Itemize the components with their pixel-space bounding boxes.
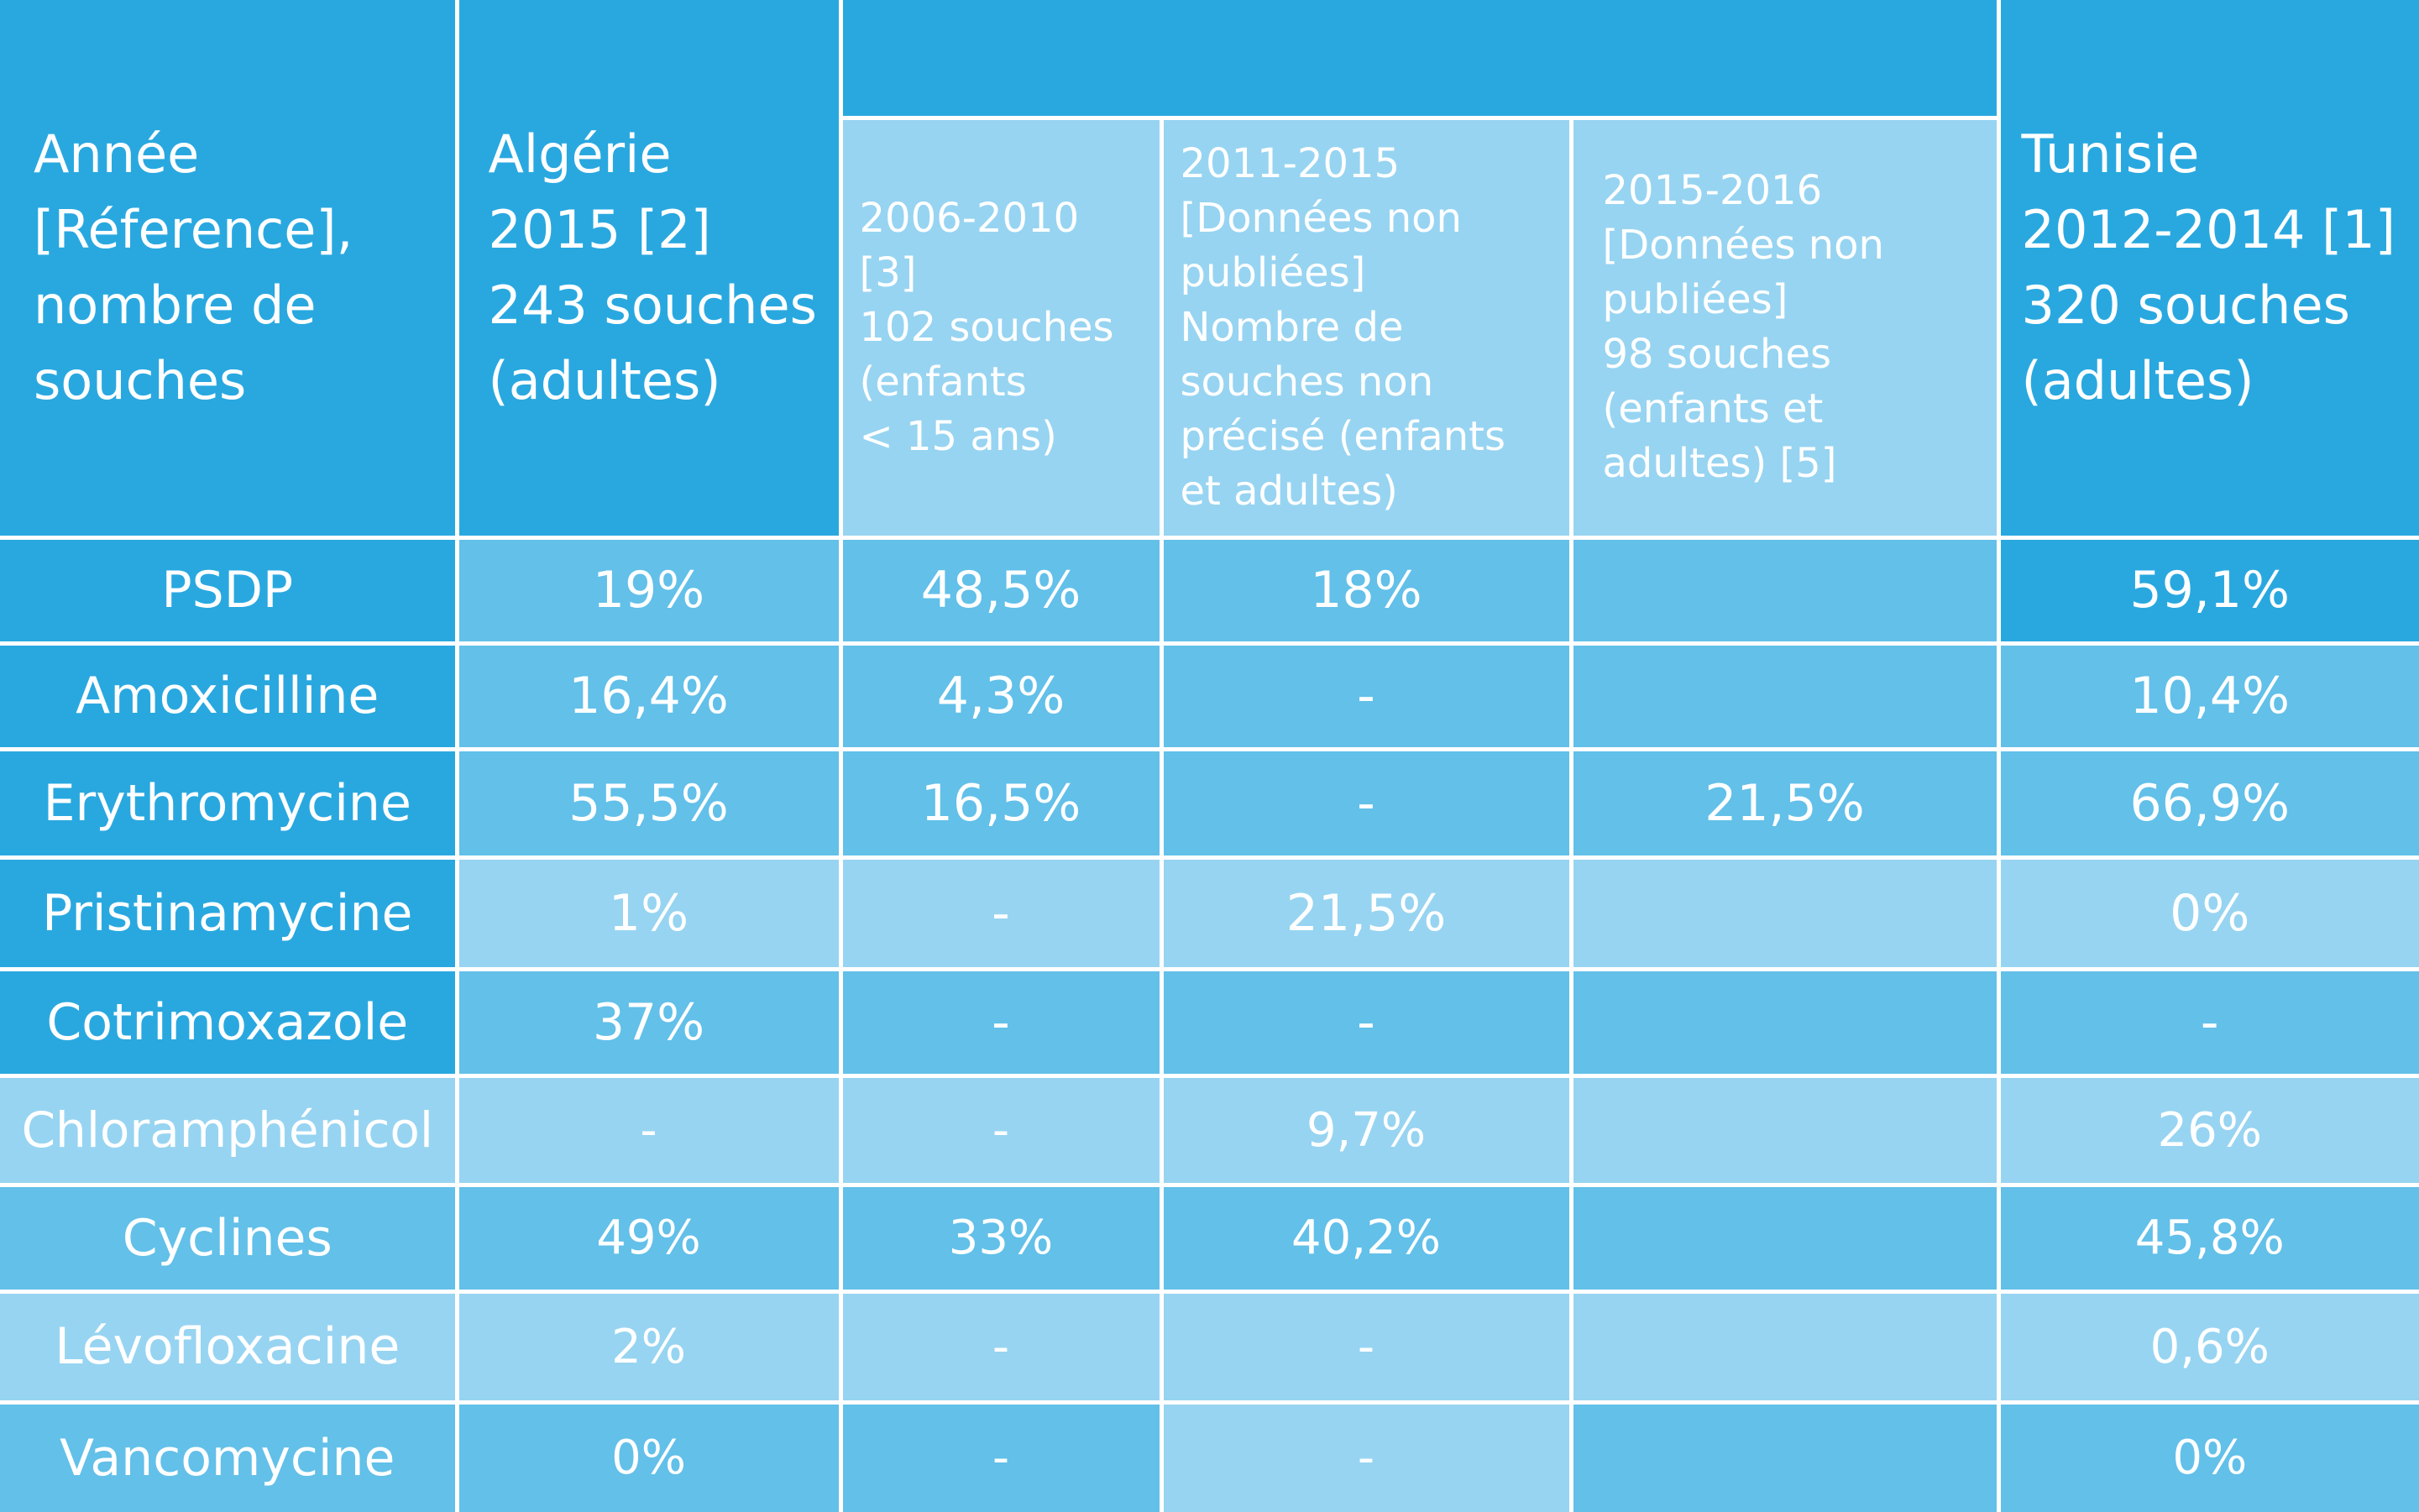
header-line: Année [34,123,200,185]
header-line: 2011-2015 [1180,139,1401,187]
table-cell [1573,1404,1997,1512]
header-line: adultes) [5] [1602,440,1837,487]
table-cell: 10,4% [2000,645,2419,747]
header-algeria: Algérie 2015 [2] 243 souches (adultes) [458,0,839,536]
table-cell: 45,8% [2000,1186,2419,1290]
table-cell: - [842,1293,1160,1400]
header-line: [3] [859,249,917,296]
header-line: 98 souches [1602,331,1831,378]
table-cell: - [842,859,1160,967]
table-cell: 19% [458,539,839,641]
header-group-band [842,0,1997,116]
table-cell [1573,859,1997,967]
table-cell: 49% [458,1186,839,1290]
header-line: 102 souches [859,303,1114,351]
header-line: 2006-2010 [859,194,1080,242]
header-line: souches non [1180,358,1434,405]
header-line: [Données non [1602,222,1884,269]
table-cell: - [1163,1293,1569,1400]
header-line: Tunisie [2021,123,2200,185]
header-col4: 2011-2015 [Données non publiées] Nombre de s… [1163,119,1569,536]
table-cell: 33% [842,1186,1160,1290]
header-col3: 2006-2010 [3] 102 souches (enfants < 15 ans) [842,119,1160,536]
table-cell: - [842,1404,1160,1512]
table-cell: 66,9% [2000,751,2419,855]
header-line: publiées] [1602,276,1788,323]
table-cell: 26% [2000,1077,2419,1183]
table-cell: 21,5% [1163,859,1569,967]
header-line: [Réference], [34,198,353,260]
header-line: précisé (enfants [1180,412,1505,460]
table-cell: 21,5% [1573,751,1997,855]
table-cell [1573,1077,1997,1183]
header-line: (enfants et [1602,385,1824,432]
table-cell: 2% [458,1293,839,1400]
table-cell: 55,5% [458,751,839,855]
table-cell: 16,5% [842,751,1160,855]
table-cell: 1% [458,859,839,967]
table-cell: 18% [1163,539,1569,641]
table-cell: - [842,971,1160,1074]
table-cell: - [1163,971,1569,1074]
header-line: Nombre de [1180,303,1404,351]
table-cell: 0% [2000,1404,2419,1512]
header-line: Algérie [488,123,672,185]
header-line: 320 souches [2021,274,2350,336]
header-line: [Données non [1180,194,1462,242]
table-cell: 37% [458,971,839,1074]
row-label: Pristinamycine [0,859,455,967]
header-line: 243 souches [488,274,817,336]
row-label: Cyclines [0,1186,455,1290]
table-cell: 4,3% [842,645,1160,747]
table-cell: 16,4% [458,645,839,747]
table-cell: - [1163,645,1569,747]
row-label: Cotrimoxazole [0,971,455,1074]
table-cell: 0,6% [2000,1293,2419,1400]
row-label: Lévofloxacine [0,1293,455,1400]
header-line: 2015-2016 [1602,167,1823,214]
table-cell [1573,645,1997,747]
table-cell: 0% [458,1404,839,1512]
header-line: 2015 [2] [488,198,711,260]
row-label: PSDP [0,539,455,641]
table-cell: - [458,1077,839,1183]
header-line: (enfants [859,358,1027,405]
table-cell [1573,1293,1997,1400]
header-col5: 2015-2016 [Données non publiées] 98 souches… [1573,119,1997,536]
row-label: Amoxicilline [0,645,455,747]
table-cell: - [1163,751,1569,855]
header-line: publiées] [1180,249,1366,296]
table-cell: 59,1% [2000,539,2419,641]
table-cell [1573,539,1997,641]
row-label: Erythromycine [0,751,455,855]
table-cell: 0% [2000,859,2419,967]
table-cell: - [1163,1404,1569,1512]
table-cell: 48,5% [842,539,1160,641]
header-line: (adultes) [488,349,721,411]
table-cell [1573,1186,1997,1290]
header-line: souches [34,349,247,411]
table-cell [1573,971,1997,1074]
table-cell: 40,2% [1163,1186,1569,1290]
table-cell: - [842,1077,1160,1183]
header-line: et adultes) [1180,467,1398,515]
header-line: (adultes) [2021,349,2254,411]
header-line: < 15 ans) [859,412,1057,460]
header-year-reference: Année [Réference], nombre de souches [0,0,455,536]
table-cell: 9,7% [1163,1077,1569,1183]
header-line: nombre de [34,274,317,336]
row-label: Vancomycine [0,1404,455,1512]
table-cell: - [2000,971,2419,1074]
header-line: 2012-2014 [1] [2021,198,2395,260]
header-tunisia: Tunisie 2012-2014 [1] 320 souches (adultes) [2000,0,2419,536]
row-label: Chloramphénicol [0,1077,455,1183]
